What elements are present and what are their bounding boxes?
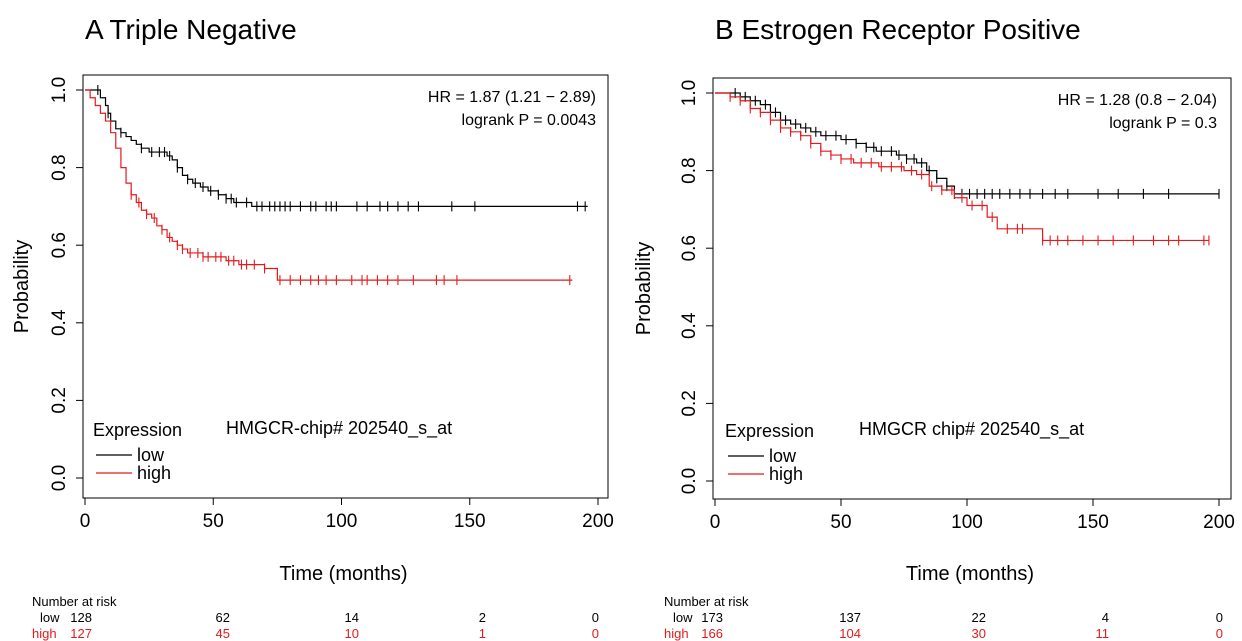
risk-a-low-50: 62 <box>215 610 230 625</box>
risk-a-low-150: 2 <box>478 610 486 625</box>
risk-b-low-150: 4 <box>1101 610 1109 625</box>
panel-a-title-text: Triple Negative <box>109 14 297 45</box>
risk-a-low-200: 0 <box>591 610 599 625</box>
x-tick-label: 50 <box>830 512 851 533</box>
y-tick-label: 0.8 <box>49 154 70 180</box>
y-tick-label: 0.8 <box>679 157 700 183</box>
y-tick-label: 0.2 <box>49 387 70 413</box>
logrank-annotation: logrank P = 0.0043 <box>462 112 597 129</box>
y-tick-label: 0.2 <box>679 390 700 416</box>
probe-label: HMGCR-chip# 202540_s_at <box>226 418 452 439</box>
y-tick-label: 0.0 <box>679 468 700 494</box>
legend-label-high: high <box>137 463 171 483</box>
probe-label: HMGCR chip# 202540_s_at <box>859 419 1084 440</box>
risk-a-high-0: 127 <box>70 626 92 641</box>
risk-b-high-0: 166 <box>701 626 723 641</box>
x-tick-label: 100 <box>951 512 983 533</box>
y-tick-label: 0.4 <box>49 309 70 336</box>
km-curve-low <box>715 92 1219 195</box>
risk-b-high-150: 11 <box>1095 626 1110 641</box>
y-tick-label: 0.0 <box>49 465 70 491</box>
x-tick-label: 200 <box>582 511 614 532</box>
risk-a-low-100: 14 <box>344 610 359 625</box>
legend-title: Expression <box>93 420 182 440</box>
y-tick-label: 0.4 <box>679 312 700 339</box>
risk-b-low-0: 173 <box>701 610 723 625</box>
hr-annotation: HR = 1.28 (0.8 − 2.04) <box>1058 92 1217 109</box>
km-curve-high <box>85 89 573 281</box>
x-tick-label: 150 <box>454 511 486 532</box>
x-tick-label: 0 <box>710 512 721 533</box>
y-axis-label: Probability <box>633 242 655 335</box>
plot-frame <box>712 77 1232 500</box>
y-tick-label: 1.0 <box>49 77 70 103</box>
risk-b-high-50: 104 <box>839 626 861 641</box>
panel-b-title-text: Estrogen Receptor Positive <box>741 14 1081 45</box>
panel-b: 0 50 100 150 200 0.0 0.2 0.4 0.6 0.8 1.0 Probabilit… <box>621 0 1242 641</box>
y-tick-label: 0.6 <box>49 232 70 258</box>
x-tick-label: 50 <box>203 511 224 532</box>
y-tick-label: 1.0 <box>679 80 700 106</box>
y-axis-label: Probability <box>11 240 33 333</box>
x-tick-label: 200 <box>1203 512 1235 533</box>
panel-a-letter: A <box>85 14 103 45</box>
legend-label-low: low <box>137 445 165 465</box>
panel-b-title: B Estrogen Receptor Positive <box>715 14 1081 46</box>
km-curve-high <box>715 92 1209 242</box>
panel-a: 0 50 100 150 200 0.0 0.2 0.4 0.6 0.8 1.0 Probabilit… <box>0 0 621 641</box>
x-tick-label: 100 <box>326 511 358 532</box>
risk-a-low-0: 128 <box>70 610 92 625</box>
risk-a-high-150: 1 <box>478 626 486 641</box>
panel-b-letter: B <box>715 14 734 45</box>
km-plot-a: 0 50 100 150 200 0.0 0.2 0.4 0.6 0.8 1.0 Probabilit… <box>11 74 614 585</box>
risk-b-high-100: 30 <box>971 626 986 641</box>
risk-a-high-50: 45 <box>215 626 230 641</box>
hr-annotation: HR = 1.87 (1.21 − 2.89) <box>428 89 596 106</box>
plot-frame <box>82 74 609 499</box>
x-axis-label: Time (months) <box>906 563 1034 585</box>
risk-b-low-200: 0 <box>1215 610 1223 625</box>
risk-b-low-50: 137 <box>839 610 861 625</box>
risk-table-a-header: Number at risk <box>32 594 117 609</box>
risk-a-high-200: 0 <box>591 626 599 641</box>
risk-a-high-100: 10 <box>344 626 359 641</box>
risk-b-high-200: 0 <box>1215 626 1223 641</box>
km-plot-b: 0 50 100 150 200 0.0 0.2 0.4 0.6 0.8 1.0 Probabilit… <box>633 77 1235 585</box>
y-tick-label: 0.6 <box>679 235 700 261</box>
legend-label-low: low <box>769 446 797 466</box>
x-tick-label: 150 <box>1077 512 1109 533</box>
km-curve-low <box>85 89 588 207</box>
x-tick-label: 0 <box>80 511 91 532</box>
legend-title: Expression <box>725 421 814 441</box>
risk-b-low-100: 22 <box>971 610 986 625</box>
x-axis-label: Time (months) <box>279 563 407 585</box>
legend-label-high: high <box>769 464 803 484</box>
risk-table-b-header: Number at risk <box>664 594 749 609</box>
logrank-annotation: logrank P = 0.3 <box>1109 115 1217 132</box>
panel-a-title: A Triple Negative <box>85 14 297 46</box>
